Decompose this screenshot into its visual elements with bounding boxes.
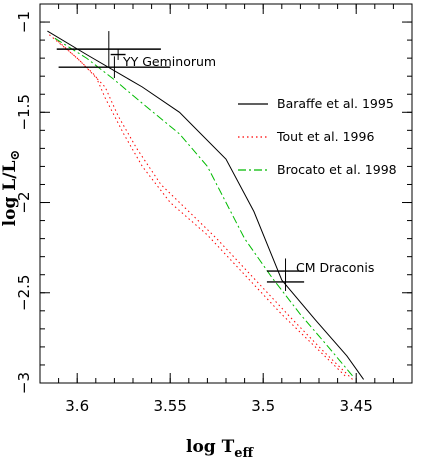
star-label: YY Geminorum (122, 54, 216, 69)
y-tick-label: −1 (15, 11, 33, 33)
x-axis-label: log Teff (186, 437, 255, 461)
y-axis-label: log L/L⊙ (0, 150, 23, 227)
x-axis-label-main: log T (186, 437, 235, 457)
legend-label: Tout et al. 1996 (276, 129, 374, 144)
series-line-2 (54, 37, 353, 380)
y-axis-label-sub: ⊙ (8, 150, 23, 161)
y-tick-label: −1.5 (15, 94, 33, 130)
x-tick-label: 3.6 (65, 397, 89, 415)
plot-frame (39, 3, 413, 384)
y-axis-label-main: log L/L (0, 161, 20, 227)
legend-label: Baraffe et al. 1995 (277, 96, 394, 111)
x-tick-label: 3.45 (339, 397, 372, 415)
legend-label: Brocato et al. 1998 (277, 162, 397, 177)
y-tick-label: −2 (15, 191, 33, 213)
series-line-1 (48, 34, 348, 378)
x-tick-label: 3.5 (251, 397, 275, 415)
y-tick-label: −3 (15, 372, 33, 394)
series-line-0 (47, 30, 365, 380)
y-tick-label: −2.5 (15, 275, 33, 311)
series-line-3 (54, 37, 353, 377)
star-label: CM Draconis (296, 260, 374, 275)
x-axis-label-sub: eff (234, 446, 254, 461)
x-tick-label: 3.55 (153, 397, 186, 415)
